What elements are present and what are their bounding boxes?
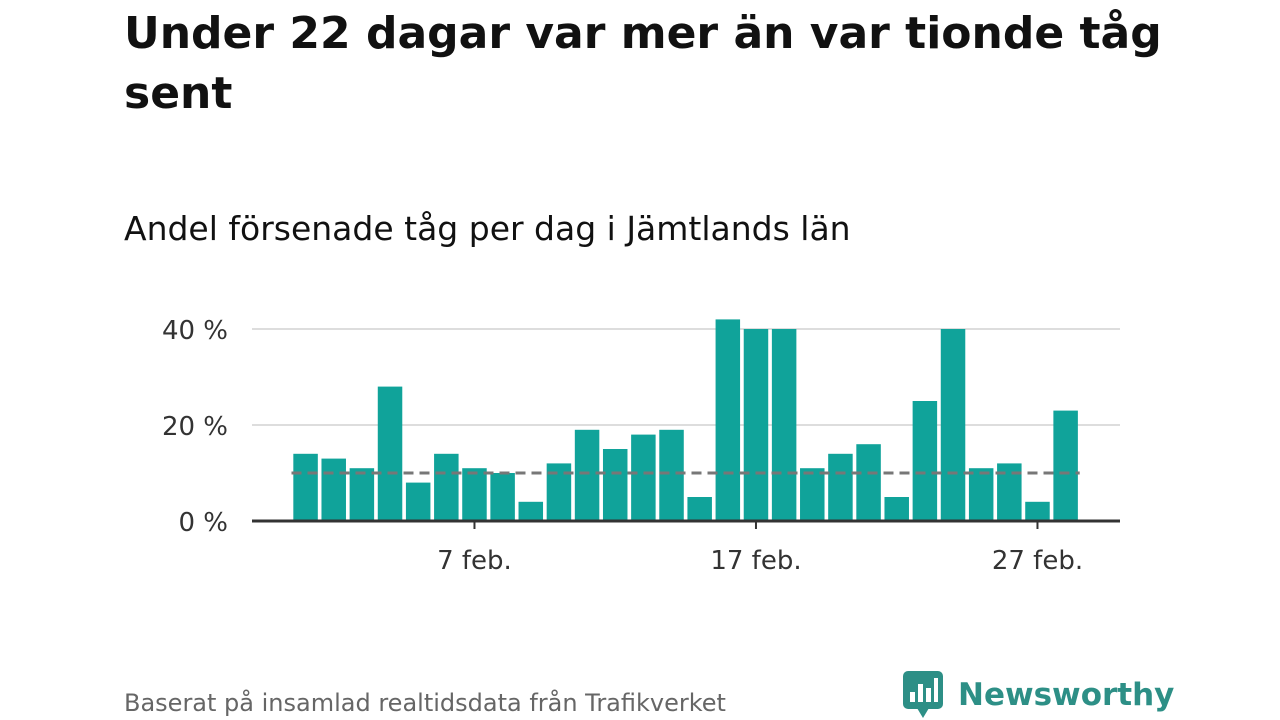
chart-title: Under 22 dagar var mer än var tionde tåg… [124, 8, 1162, 119]
bar [884, 497, 909, 521]
bar [912, 401, 938, 521]
bar [968, 468, 994, 521]
x-tick-label: 27 feb. [992, 546, 1083, 576]
bar [377, 386, 403, 521]
x-tick-label: 7 feb. [437, 546, 512, 576]
bar [574, 429, 600, 521]
bar [321, 458, 346, 521]
axes [252, 519, 1120, 529]
y-tick-label: 40 % [162, 316, 228, 346]
bar-chart: 0 % 20 % 40 % 7 feb. 17 feb. 27 feb. [162, 316, 1120, 576]
bar [518, 501, 544, 521]
bar [631, 434, 656, 521]
bar [490, 473, 515, 521]
chart-subtitle: Andel försenade tåg per dag i Jämtlands … [124, 209, 851, 248]
bar-chart-speech-bubble-icon [903, 671, 943, 718]
bar [462, 468, 487, 521]
bar [856, 444, 881, 521]
x-tick-label: 17 feb. [710, 546, 801, 576]
bar [405, 482, 431, 521]
brand: Newsworthy [902, 670, 1174, 720]
bar [293, 453, 318, 521]
bar [687, 497, 712, 521]
bar [771, 329, 797, 521]
bar [715, 319, 741, 521]
tick-labels: 0 % 20 % 40 % 7 feb. 17 feb. 27 feb. [162, 316, 1083, 576]
bar [659, 429, 684, 521]
bar [349, 468, 375, 521]
bar [434, 453, 459, 521]
bar [743, 329, 769, 521]
bar [940, 329, 966, 521]
y-tick-label: 20 % [162, 412, 228, 442]
bar [1053, 410, 1078, 521]
y-tick-label: 0 % [178, 508, 228, 538]
source-note: Baserat på insamlad realtidsdata från Tr… [124, 689, 726, 717]
bar [602, 449, 628, 521]
bar [1025, 501, 1050, 521]
bars [293, 319, 1078, 521]
bar [828, 453, 853, 521]
bar [800, 468, 825, 521]
brand-name: Newsworthy [958, 677, 1175, 713]
